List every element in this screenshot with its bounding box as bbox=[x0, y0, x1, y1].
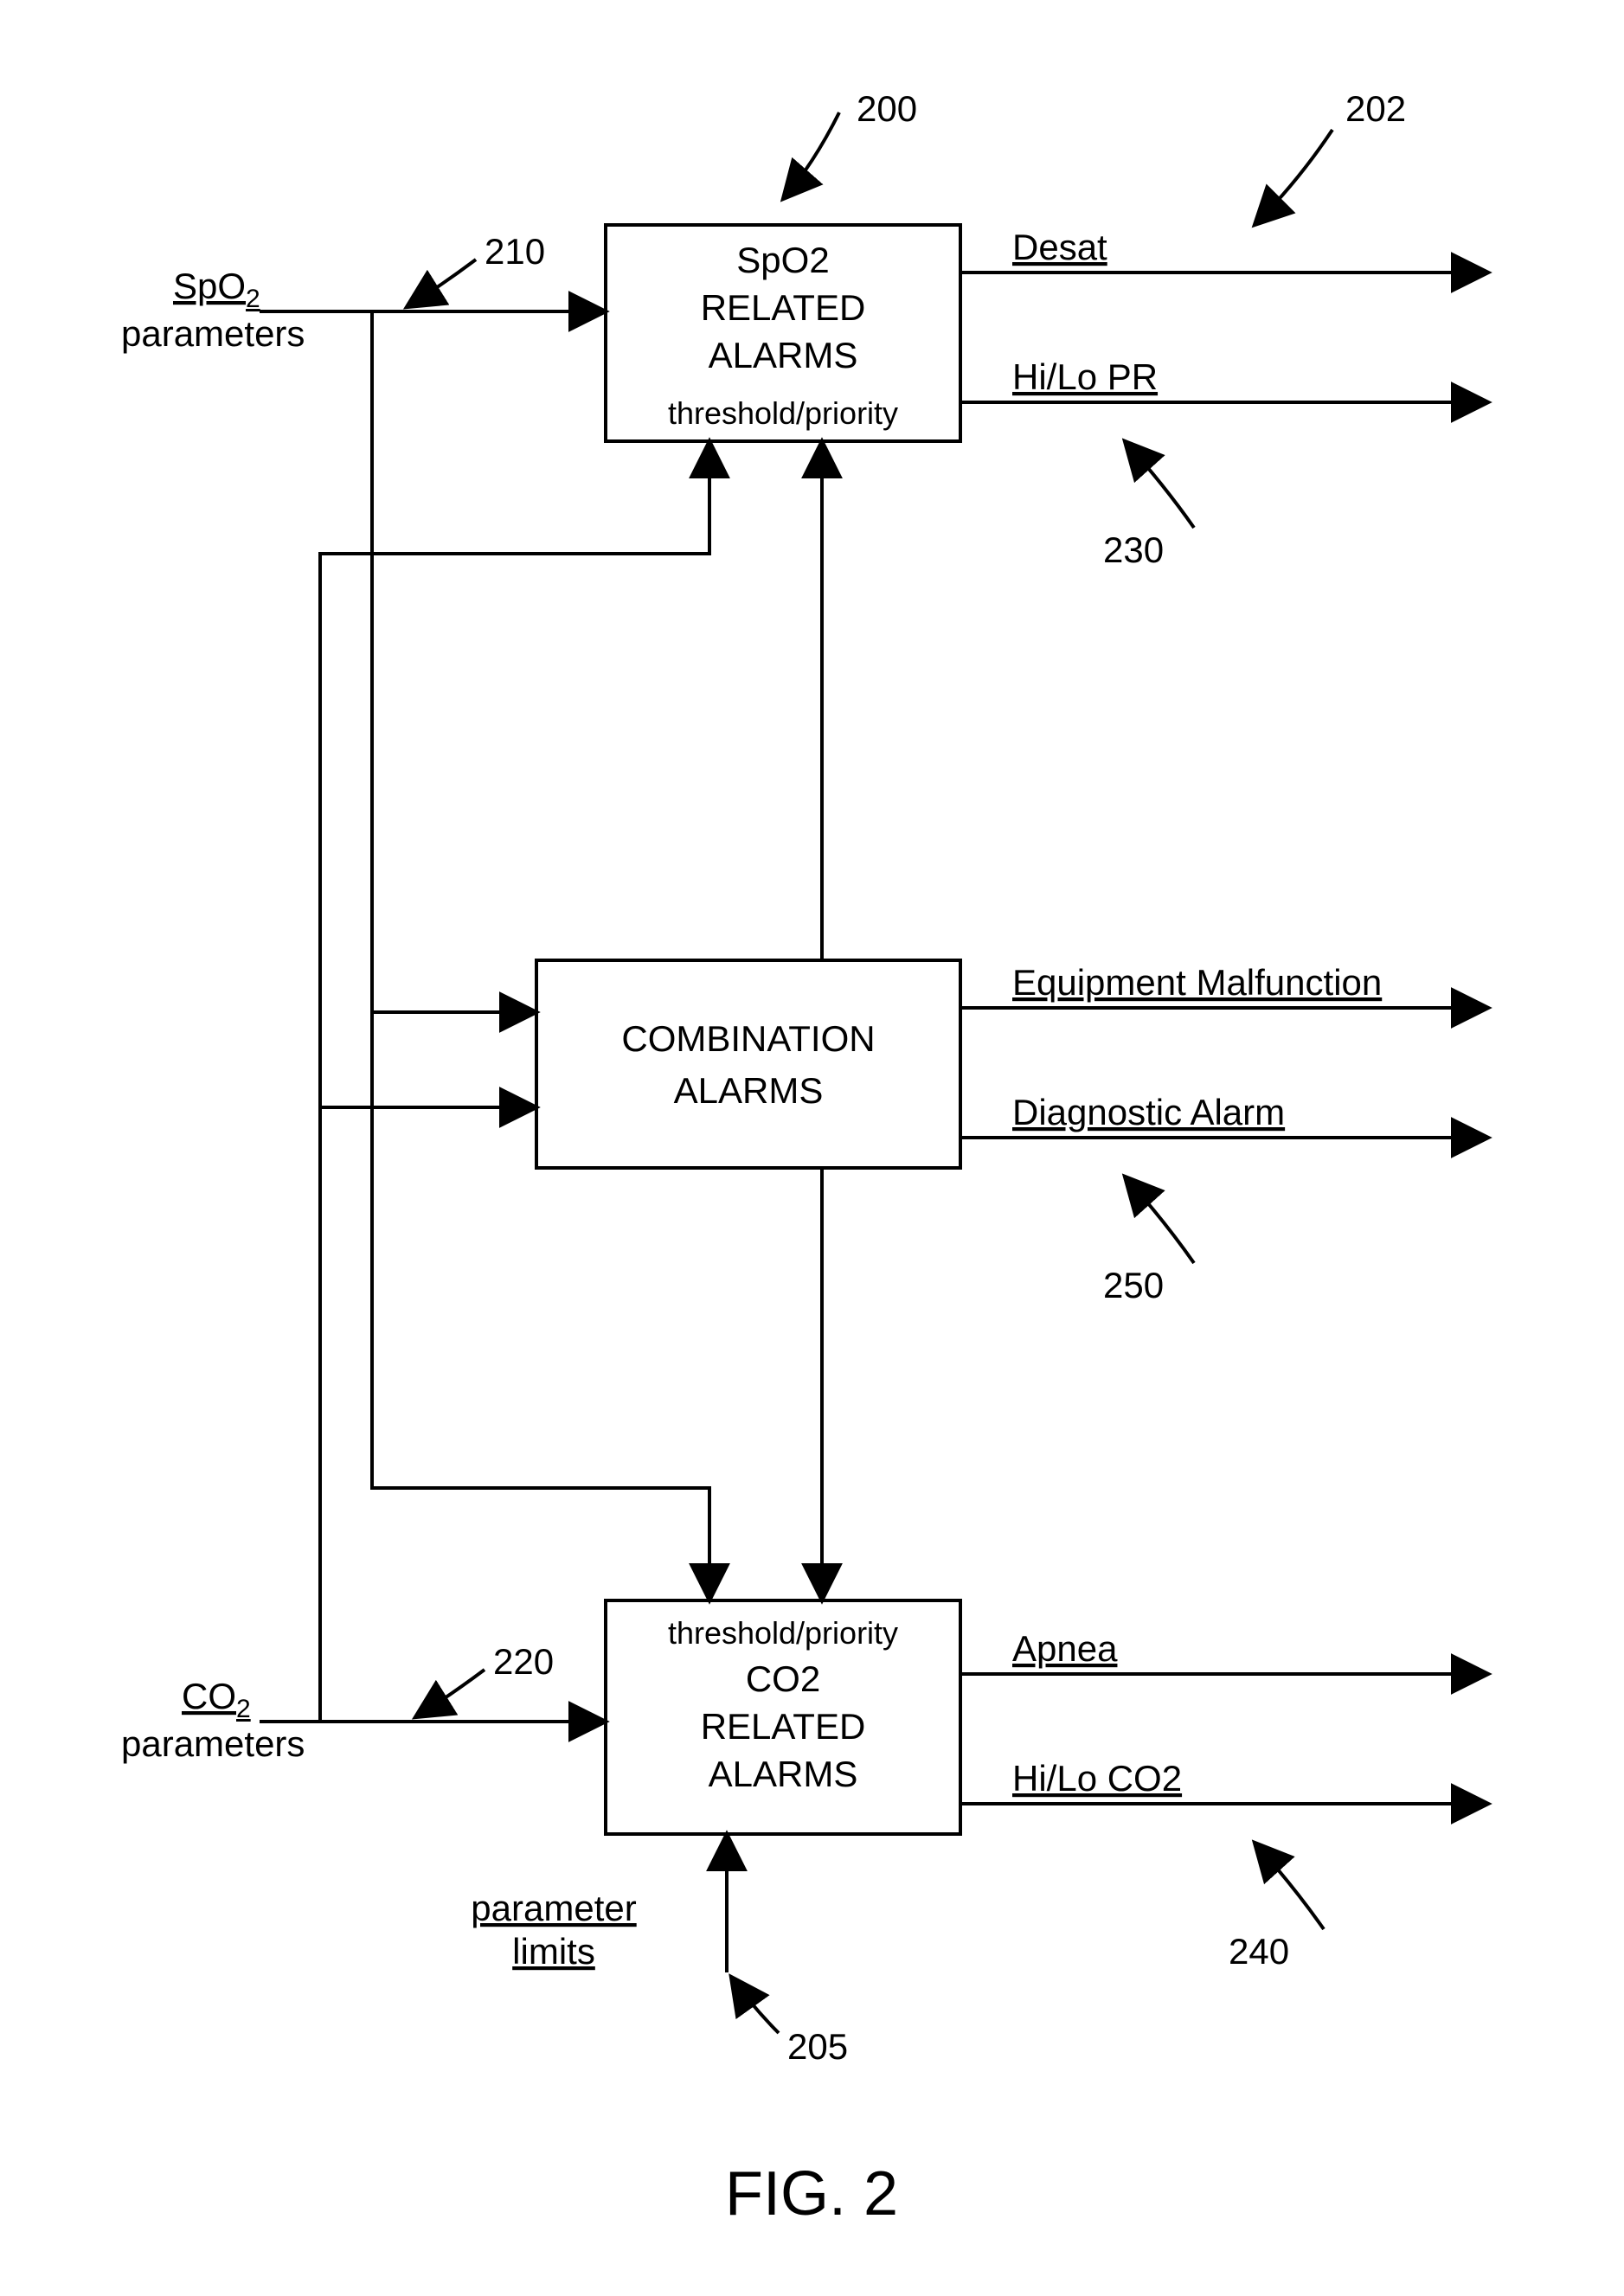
co2-box-line3: ALARMS bbox=[709, 1754, 858, 1794]
leader-202 bbox=[1255, 130, 1332, 225]
leader-230 bbox=[1125, 441, 1194, 528]
out-desat: Desat bbox=[1012, 227, 1107, 267]
out-hiloco2: Hi/Lo CO2 bbox=[1012, 1758, 1182, 1799]
out-diag: Diagnostic Alarm bbox=[1012, 1092, 1285, 1132]
ref-250: 250 bbox=[1103, 1265, 1164, 1305]
leader-205 bbox=[731, 1977, 779, 2033]
leader-200 bbox=[783, 112, 839, 199]
ref-240: 240 bbox=[1229, 1931, 1289, 1972]
combination-alarms-box bbox=[536, 960, 960, 1168]
arrow-spo2-to-combo bbox=[372, 311, 536, 1012]
figure-caption: FIG. 2 bbox=[725, 2159, 898, 2229]
leader-210 bbox=[407, 260, 476, 307]
co2-box-line1: CO2 bbox=[746, 1658, 820, 1699]
spo2-box-line3: ALARMS bbox=[709, 335, 858, 375]
co2-box-line2: RELATED bbox=[701, 1706, 866, 1747]
co2-input-label: CO2 bbox=[182, 1676, 251, 1723]
combo-box-line2: ALARMS bbox=[674, 1070, 824, 1111]
out-apnea: Apnea bbox=[1012, 1628, 1118, 1669]
co2-input-param: parameters bbox=[121, 1723, 305, 1764]
ref-220: 220 bbox=[493, 1641, 554, 1682]
ref-210: 210 bbox=[485, 231, 545, 272]
spo2-box-sub: threshold/priority bbox=[668, 395, 898, 431]
figure-diagram: SpO2 RELATED ALARMS threshold/priority C… bbox=[0, 0, 1624, 2296]
arrow-co2-to-combo bbox=[320, 1107, 536, 1722]
spo2-box-line2: RELATED bbox=[701, 287, 866, 328]
leader-220 bbox=[415, 1670, 485, 1717]
spo2-input-label: SpO2 bbox=[173, 266, 260, 313]
co2-box-sub: threshold/priority bbox=[668, 1615, 898, 1651]
leader-240 bbox=[1255, 1843, 1324, 1929]
leader-250 bbox=[1125, 1177, 1194, 1263]
combo-box-line1: COMBINATION bbox=[621, 1018, 875, 1059]
out-equip: Equipment Malfunction bbox=[1012, 962, 1382, 1003]
ref-205: 205 bbox=[787, 2026, 848, 2067]
spo2-box-line1: SpO2 bbox=[736, 240, 829, 280]
param-limits-a: parameter bbox=[471, 1888, 636, 1928]
ref-230: 230 bbox=[1103, 529, 1164, 570]
param-limits-b: limits bbox=[512, 1931, 595, 1972]
out-hilopr: Hi/Lo PR bbox=[1012, 356, 1158, 397]
ref-200: 200 bbox=[857, 88, 917, 129]
ref-202: 202 bbox=[1345, 88, 1406, 129]
spo2-input-param: parameters bbox=[121, 313, 305, 354]
